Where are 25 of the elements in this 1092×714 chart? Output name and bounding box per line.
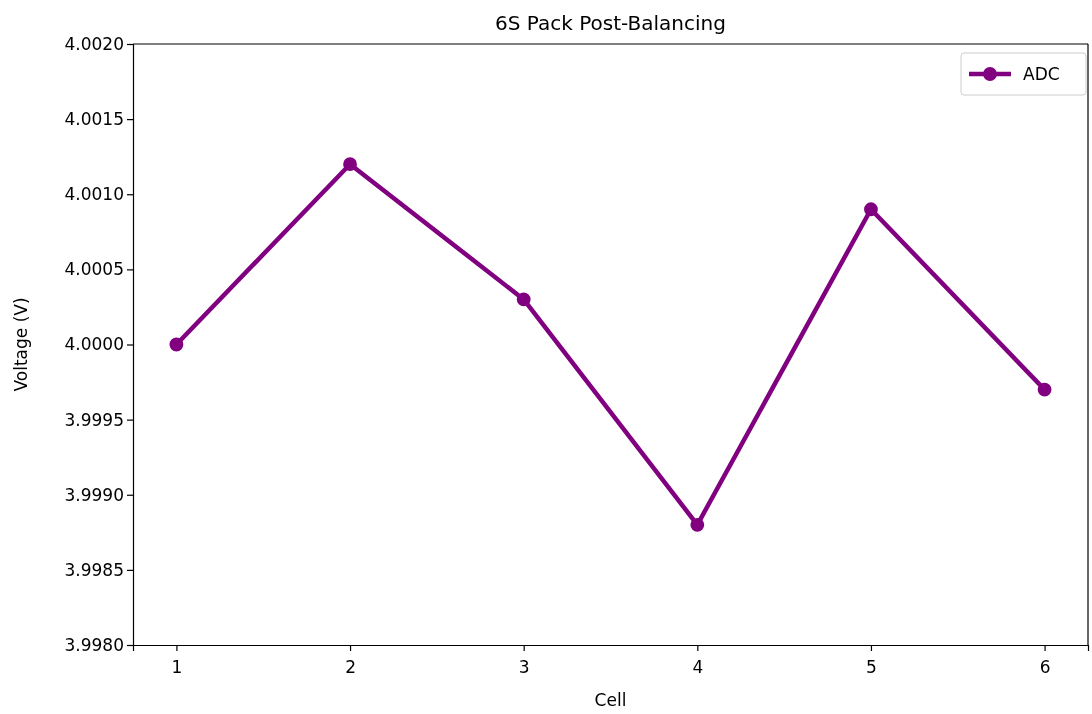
- point: [169, 337, 184, 352]
- point: [864, 202, 878, 217]
- point: [516, 292, 531, 307]
- y-tick-label: 4.0015: [64, 109, 124, 130]
- x-tick-label: 2: [345, 656, 356, 677]
- point: [690, 517, 705, 532]
- y-tick-label: 3.9985: [64, 559, 124, 580]
- y-tick-label: 3.9995: [64, 409, 124, 430]
- chart-title: 6S Pack Post-Balancing: [495, 11, 726, 35]
- x-tick-label: 5: [866, 656, 877, 677]
- y-tick-label: 4.0005: [64, 259, 124, 280]
- legend-label: ADC: [1023, 64, 1060, 84]
- point: [1037, 382, 1052, 397]
- x-tick-label: 3: [518, 656, 530, 677]
- x-tick-label: 6: [1039, 656, 1051, 677]
- x-tick-label: 1: [171, 656, 183, 677]
- y-tick-label: 3.9990: [64, 484, 124, 505]
- y-axis-title: Voltage (V): [11, 297, 31, 392]
- point: [343, 157, 357, 172]
- x-axis-title: Cell: [594, 690, 627, 710]
- y-tick-label: 4.0000: [64, 334, 124, 355]
- y-tick-label: 4.0010: [64, 184, 124, 205]
- y-tick-label: 3.9980: [64, 634, 124, 655]
- x-tick-label: 4: [692, 656, 704, 677]
- y-tick-label: 4.0020: [64, 33, 124, 54]
